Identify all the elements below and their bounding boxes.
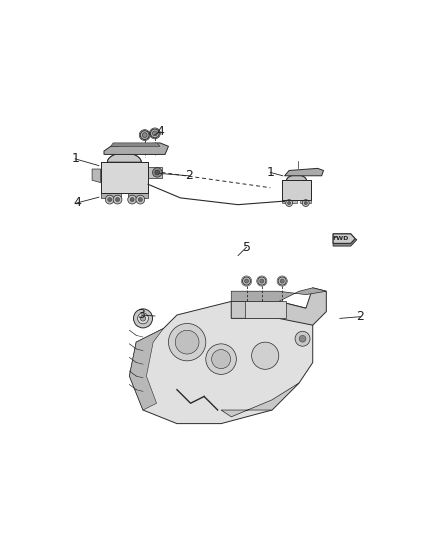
Circle shape [304, 201, 307, 205]
Polygon shape [107, 153, 141, 162]
Circle shape [152, 168, 162, 177]
Polygon shape [285, 168, 324, 176]
Polygon shape [101, 162, 148, 193]
Polygon shape [92, 169, 101, 183]
Circle shape [287, 201, 291, 205]
Circle shape [243, 277, 251, 285]
Circle shape [105, 195, 114, 204]
Polygon shape [128, 193, 148, 198]
Circle shape [175, 330, 199, 354]
Text: 1: 1 [266, 166, 274, 179]
Polygon shape [333, 234, 357, 246]
Circle shape [136, 195, 145, 204]
Polygon shape [130, 328, 163, 410]
Polygon shape [282, 200, 297, 203]
Polygon shape [245, 302, 286, 318]
Polygon shape [231, 288, 326, 325]
Circle shape [155, 170, 159, 175]
Circle shape [278, 277, 286, 285]
Polygon shape [101, 162, 148, 193]
Circle shape [128, 195, 137, 204]
Polygon shape [101, 193, 121, 198]
Circle shape [286, 200, 293, 206]
Circle shape [130, 198, 134, 201]
Circle shape [169, 324, 206, 361]
Circle shape [258, 277, 266, 285]
Text: 2: 2 [357, 310, 364, 323]
Text: 4: 4 [156, 125, 164, 138]
Circle shape [206, 344, 237, 374]
Polygon shape [282, 180, 311, 200]
Polygon shape [286, 175, 307, 180]
Text: 4: 4 [73, 197, 81, 209]
Text: 5: 5 [243, 240, 251, 254]
Circle shape [134, 309, 152, 328]
Circle shape [140, 131, 149, 140]
Polygon shape [148, 167, 162, 177]
Text: FWD: FWD [332, 236, 349, 241]
Circle shape [140, 316, 146, 321]
Circle shape [108, 198, 112, 201]
Polygon shape [333, 234, 355, 244]
Circle shape [244, 279, 249, 283]
Polygon shape [231, 288, 326, 302]
Polygon shape [221, 383, 299, 417]
Circle shape [113, 195, 122, 204]
Circle shape [138, 198, 142, 201]
Circle shape [295, 332, 310, 346]
Circle shape [116, 198, 120, 201]
Polygon shape [130, 302, 313, 424]
Circle shape [302, 200, 309, 206]
Circle shape [212, 350, 230, 369]
Circle shape [142, 133, 147, 138]
Circle shape [152, 131, 157, 136]
Circle shape [280, 279, 284, 283]
Circle shape [299, 335, 306, 342]
Polygon shape [300, 200, 311, 203]
Circle shape [151, 129, 159, 138]
Circle shape [251, 342, 279, 369]
Text: 2: 2 [185, 169, 193, 182]
Text: 1: 1 [71, 152, 79, 165]
Polygon shape [111, 143, 160, 146]
Circle shape [260, 279, 264, 283]
Text: 3: 3 [138, 309, 145, 321]
Polygon shape [104, 143, 169, 155]
Circle shape [138, 313, 148, 324]
